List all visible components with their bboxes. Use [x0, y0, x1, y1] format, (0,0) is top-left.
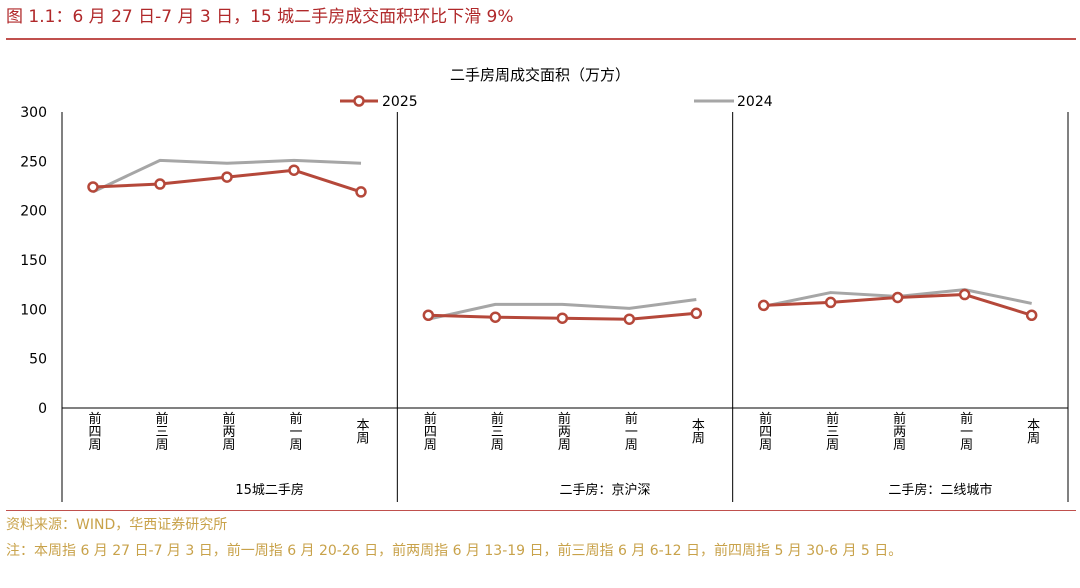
x-tick-label: 前四周 [421, 411, 437, 452]
series-2025-point [355, 186, 367, 198]
legend: 2025 2024 [340, 94, 773, 110]
bottom-rule [6, 510, 1076, 511]
x-tick-label: 前三周 [488, 411, 504, 452]
series-2025-point [489, 311, 502, 323]
x-tick-label: 本周 [1024, 418, 1040, 445]
x-tick-label: 前一周 [957, 411, 973, 452]
chart: 二手房周成交面积（万方） 2025 2024 0 50 100 150 200 250 30… [20, 66, 1069, 502]
series-2025-point [623, 313, 636, 325]
legend-marker-2025 [353, 95, 365, 107]
x-tick-label: 前三周 [823, 411, 839, 452]
y-tick-label: 200 [20, 204, 47, 220]
series-2025-point [1025, 309, 1038, 322]
series-2025-point [958, 288, 971, 301]
chart-title: 二手房周成交面积（万方） [450, 66, 630, 84]
x-tick-label: 本周 [689, 418, 705, 445]
group-label: 二手房：二线城市 [888, 482, 992, 498]
x-tick-label: 本周 [354, 418, 370, 445]
y-tick-label: 50 [29, 352, 47, 368]
group-label: 15城二手房 [235, 482, 304, 498]
series-2025-point [757, 299, 770, 312]
y-tick-label: 0 [38, 401, 47, 417]
chart-marks [87, 158, 1038, 325]
figure-title: 图 1.1：6 月 27 日-7 月 3 日，15 城二手房成交面积环比下滑 9… [6, 7, 514, 27]
y-tick-label: 250 [20, 154, 47, 170]
series-2025-point [891, 291, 904, 304]
axes: 0 50 100 150 200 250 300 前四周 前三周 前两周 前一周 本周 15城二手房 前四… [20, 105, 1069, 502]
y-tick-label: 150 [20, 253, 47, 269]
y-tick-label: 300 [20, 105, 47, 121]
x-tick-label: 前四周 [756, 411, 772, 452]
x-tick-label: 前两周 [220, 411, 236, 452]
x-tick-label: 前两周 [890, 411, 906, 452]
x-tick-label: 前一周 [287, 411, 303, 452]
group-label: 二手房：京沪深 [559, 482, 650, 498]
y-tick-label: 100 [20, 302, 47, 318]
x-tick-label: 前一周 [622, 411, 638, 452]
top-rule [6, 38, 1076, 40]
series-2025-point [288, 164, 300, 176]
source-text: 资料来源：WIND，华西证券研究所 [6, 517, 228, 533]
legend-label-2025: 2025 [382, 94, 418, 110]
series-2024-line [428, 297, 697, 321]
series-2024-line [92, 158, 362, 194]
series-2025-point [556, 312, 569, 324]
series-2025-point [87, 181, 99, 193]
series-2025-point [154, 178, 166, 190]
series-2025-point [690, 307, 703, 320]
x-tick-label: 前两周 [555, 411, 571, 452]
legend-label-2024: 2024 [737, 94, 773, 110]
x-tick-label: 前三周 [153, 411, 169, 452]
series-2025-point [422, 309, 435, 322]
series-2025-point [221, 171, 233, 183]
series-2025-point [824, 296, 837, 309]
x-tick-label: 前四周 [86, 411, 102, 452]
note-text: 注：本周指 6 月 27 日-7 月 3 日，前一周指 6 月 20-26 日，… [6, 543, 903, 559]
